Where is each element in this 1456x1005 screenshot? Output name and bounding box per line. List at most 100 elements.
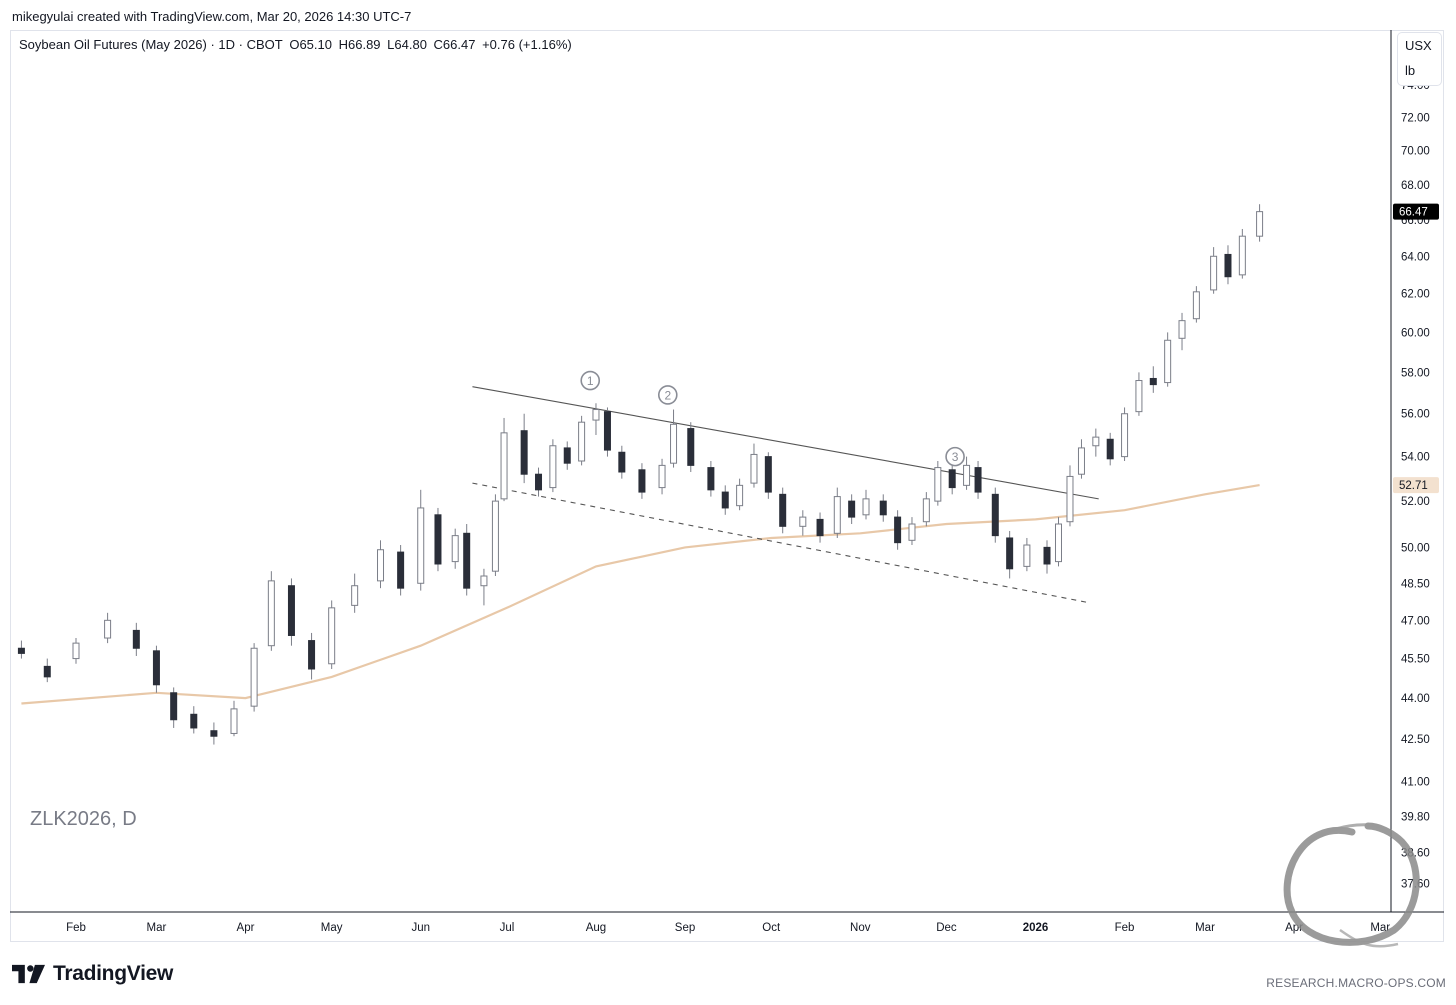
price-badge-label: 66.47 bbox=[1399, 207, 1428, 219]
candle bbox=[991, 487, 999, 543]
candle bbox=[816, 512, 824, 543]
price-tick-label: 52.00 bbox=[1401, 496, 1430, 508]
candle bbox=[1106, 432, 1114, 466]
candle bbox=[434, 507, 442, 572]
candle bbox=[549, 439, 557, 493]
candle-body bbox=[721, 491, 729, 509]
candle bbox=[500, 417, 508, 502]
price-tick-label: 64.00 bbox=[1401, 251, 1430, 263]
candle bbox=[1178, 312, 1186, 351]
candle bbox=[287, 578, 295, 646]
candle-body bbox=[463, 532, 471, 589]
price-tick-label: 70.00 bbox=[1401, 146, 1430, 158]
candle bbox=[578, 415, 586, 466]
candle-body bbox=[1092, 436, 1100, 447]
price-tick-label: 54.00 bbox=[1401, 452, 1430, 464]
candle-body bbox=[480, 575, 488, 587]
time-tick-label: Oct bbox=[762, 922, 781, 934]
candle-body bbox=[190, 713, 198, 729]
price-tick-label: 42.50 bbox=[1401, 734, 1430, 746]
candle bbox=[707, 460, 715, 497]
candle-body bbox=[104, 619, 112, 639]
candle bbox=[535, 467, 543, 497]
moving-average-line bbox=[21, 484, 1260, 705]
candle bbox=[934, 460, 942, 506]
time-tick-label: Aug bbox=[586, 922, 606, 934]
candle-body bbox=[934, 467, 942, 502]
candle-body bbox=[736, 484, 744, 507]
candle bbox=[417, 489, 425, 591]
candle-body bbox=[250, 647, 258, 707]
candle bbox=[618, 445, 626, 479]
candle-body bbox=[578, 421, 586, 462]
candle bbox=[377, 540, 385, 589]
candle bbox=[848, 494, 856, 525]
candle bbox=[351, 573, 359, 613]
candle-body bbox=[43, 665, 51, 678]
price-badge-label: 52.71 bbox=[1399, 480, 1428, 492]
candle bbox=[480, 568, 488, 606]
chart-frame bbox=[10, 30, 1444, 942]
tradingview-logo[interactable]: TradingView bbox=[12, 962, 173, 986]
candle-body bbox=[687, 428, 695, 466]
candle bbox=[862, 489, 870, 520]
price-badge-bg bbox=[1393, 477, 1439, 494]
candle bbox=[132, 622, 140, 656]
candle-body bbox=[974, 467, 982, 493]
candle-body bbox=[1210, 255, 1218, 291]
candle bbox=[451, 528, 459, 569]
candle-body bbox=[535, 473, 543, 491]
pivot-marker-circle bbox=[580, 370, 601, 391]
candle-body bbox=[862, 498, 870, 516]
pivot-marker-circle bbox=[657, 385, 678, 405]
legend-low: L64.80 bbox=[387, 37, 427, 52]
pivot-marker-label: 1 bbox=[587, 374, 594, 388]
candle bbox=[520, 413, 528, 484]
candle-body bbox=[963, 464, 971, 486]
candle bbox=[1224, 245, 1232, 285]
candle-body bbox=[658, 464, 666, 489]
time-tick-label: Dec bbox=[936, 922, 957, 934]
candle bbox=[687, 422, 695, 473]
legend-close: C66.47 bbox=[433, 37, 476, 52]
candle-body bbox=[549, 445, 557, 489]
candle-body bbox=[1192, 291, 1200, 320]
candle bbox=[43, 658, 51, 683]
candle-body bbox=[287, 585, 295, 636]
legend-open: O65.10 bbox=[289, 37, 332, 52]
candle-body bbox=[779, 493, 787, 527]
pivot-marker-label: 3 bbox=[952, 450, 959, 464]
candle bbox=[948, 463, 956, 495]
candle bbox=[1043, 540, 1051, 574]
legend-change: +0.76 (+1.16%) bbox=[482, 37, 572, 52]
candle-body bbox=[1054, 523, 1062, 563]
chart-credit: mikegyulai created with TradingView.com,… bbox=[12, 9, 412, 24]
candle bbox=[72, 638, 80, 664]
candle-body bbox=[833, 496, 841, 534]
price-tick-label: 62.00 bbox=[1401, 289, 1430, 301]
price-tick-label: 72.00 bbox=[1401, 112, 1430, 124]
candle-body bbox=[1135, 380, 1143, 413]
candle bbox=[638, 463, 646, 499]
candle bbox=[1210, 247, 1218, 294]
candle bbox=[1238, 228, 1246, 279]
unit-selector[interactable]: USX lb bbox=[1398, 33, 1441, 85]
candle bbox=[250, 643, 258, 712]
candle-body bbox=[1077, 447, 1085, 475]
candle-body bbox=[417, 507, 425, 584]
ma-price-badge: 52.71 bbox=[1393, 477, 1439, 494]
pivot-marker: 1 bbox=[580, 370, 601, 391]
candle-body bbox=[491, 500, 499, 572]
candle bbox=[397, 545, 405, 596]
candle bbox=[308, 632, 316, 680]
candle-body bbox=[1224, 253, 1232, 278]
candle-body bbox=[638, 469, 646, 493]
tradingview-logo-icon bbox=[12, 964, 45, 984]
candle bbox=[230, 700, 238, 737]
candle bbox=[1092, 428, 1100, 457]
support-trendline bbox=[472, 482, 1091, 604]
candle bbox=[1006, 530, 1014, 579]
candle bbox=[721, 485, 729, 515]
price-tick-label: 44.00 bbox=[1401, 693, 1430, 705]
